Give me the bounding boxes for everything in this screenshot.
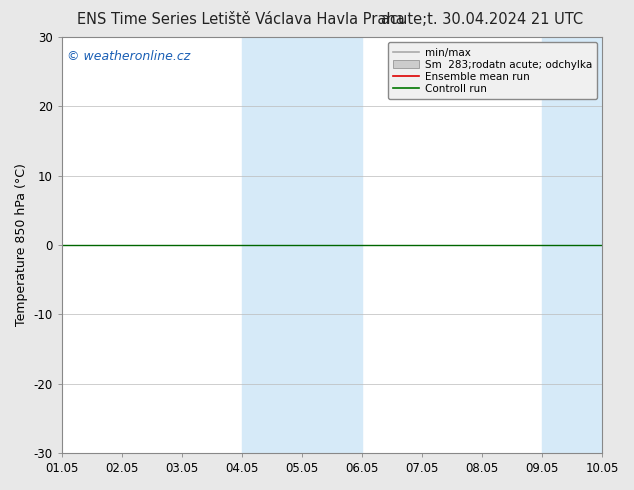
Y-axis label: Temperature 850 hPa (°C): Temperature 850 hPa (°C) xyxy=(15,164,28,326)
Bar xyxy=(302,37,362,453)
Legend: min/max, Sm  283;rodatn acute; odchylka, Ensemble mean run, Controll run: min/max, Sm 283;rodatn acute; odchylka, … xyxy=(388,42,597,99)
Text: ENS Time Series Letiště Václava Havla Praha: ENS Time Series Letiště Václava Havla Pr… xyxy=(77,12,404,27)
Text: acute;t. 30.04.2024 21 UTC: acute;t. 30.04.2024 21 UTC xyxy=(381,12,583,27)
Text: © weatheronline.cz: © weatheronline.cz xyxy=(67,49,190,63)
Bar xyxy=(542,37,602,453)
Bar xyxy=(242,37,302,453)
